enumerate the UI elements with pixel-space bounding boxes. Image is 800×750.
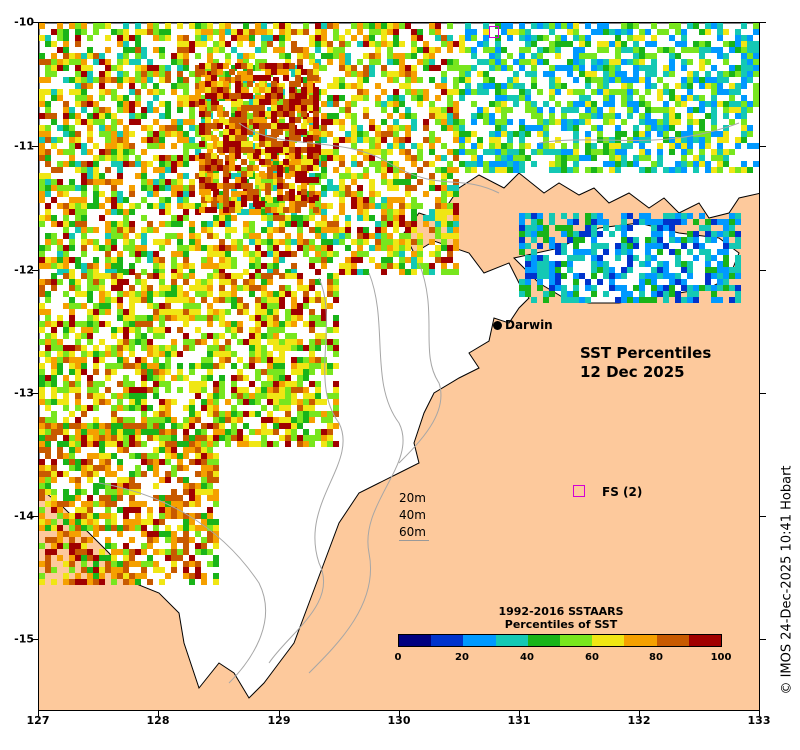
x-tick-mark	[399, 711, 400, 716]
y-axis-label: -10	[14, 15, 34, 29]
fs-station-label: FS (2)	[602, 485, 643, 499]
legend-tick-label: 80	[649, 652, 663, 663]
sst-pixel-field	[39, 23, 759, 585]
y-axis-label: -13	[14, 386, 34, 400]
depth-legend-60m: 60m	[399, 525, 426, 539]
legend-tick-label: 60	[585, 652, 599, 663]
y-tick-mark	[32, 516, 38, 517]
legend-swatch	[495, 635, 528, 646]
legend-title-line1: 1992-2016 SSTAARS	[498, 605, 624, 618]
legend-swatch	[688, 635, 722, 646]
y-tick-mark	[32, 270, 38, 271]
y-tick-mark	[32, 639, 38, 640]
y-axis-label: -14	[14, 509, 34, 523]
y-tick-mark	[32, 22, 38, 23]
copyright-text: © IMOS 24-Dec-2025 10:41 Hobart	[779, 465, 795, 695]
darwin-location-dot	[493, 321, 502, 330]
map-title-line1: SST Percentiles	[580, 344, 712, 362]
legend-title-line2: Percentiles of SST	[504, 618, 618, 631]
x-tick-mark	[639, 711, 640, 716]
station-marker-top	[489, 26, 499, 38]
map-title: SST Percentiles 12 Dec 2025	[580, 344, 711, 382]
x-axis-label: 133	[747, 714, 771, 727]
map-plot-area	[38, 22, 760, 711]
x-axis-label: 131	[507, 714, 531, 727]
x-tick-mark	[38, 711, 39, 716]
legend-tick-label: 0	[394, 652, 402, 663]
legend-swatch	[399, 635, 432, 646]
x-tick-mark	[279, 711, 280, 716]
y-axis-label: -11	[14, 139, 34, 153]
x-tick-mark	[759, 711, 760, 716]
legend-tick-label: 100	[710, 652, 732, 663]
map-canvas	[39, 23, 759, 699]
y-tick-mark	[32, 146, 38, 147]
legend-swatch	[431, 635, 464, 646]
x-tick-mark	[519, 711, 520, 716]
map-title-date: 12 Dec 2025	[580, 363, 685, 381]
depth-legend-line	[399, 540, 429, 541]
y-axis-label: -12	[14, 263, 34, 277]
x-tick-mark	[158, 711, 159, 716]
legend-swatch	[560, 635, 593, 646]
color-legend-title: 1992-2016 SSTAARS Percentiles of SST	[400, 605, 722, 631]
legend-swatch	[592, 635, 625, 646]
y-tick-mark-right	[760, 393, 766, 394]
x-axis-label: 128	[146, 714, 170, 727]
x-axis-label: 129	[267, 714, 291, 727]
y-tick-mark	[32, 393, 38, 394]
legend-swatch	[527, 635, 561, 646]
legend-swatch	[624, 635, 657, 646]
x-axis-label: 132	[627, 714, 651, 727]
legend-swatch	[463, 635, 496, 646]
darwin-label: Darwin	[505, 318, 553, 332]
x-axis-label: 130	[387, 714, 411, 727]
y-tick-mark-right	[760, 22, 766, 23]
y-tick-mark-right	[760, 146, 766, 147]
legend-tick-label: 20	[455, 652, 469, 663]
y-tick-mark-right	[760, 270, 766, 271]
legend-swatch	[656, 635, 689, 646]
depth-legend-20m: 20m	[399, 491, 426, 505]
y-tick-mark-right	[760, 516, 766, 517]
bathymetry-contours	[98, 122, 740, 684]
y-axis-label: -15	[14, 632, 34, 646]
x-axis-label: 127	[26, 714, 50, 727]
color-legend-bar	[398, 634, 722, 647]
fs-station-marker	[573, 485, 585, 497]
legend-tick-label: 40	[520, 652, 534, 663]
depth-legend-40m: 40m	[399, 508, 426, 522]
y-tick-mark-right	[760, 639, 766, 640]
